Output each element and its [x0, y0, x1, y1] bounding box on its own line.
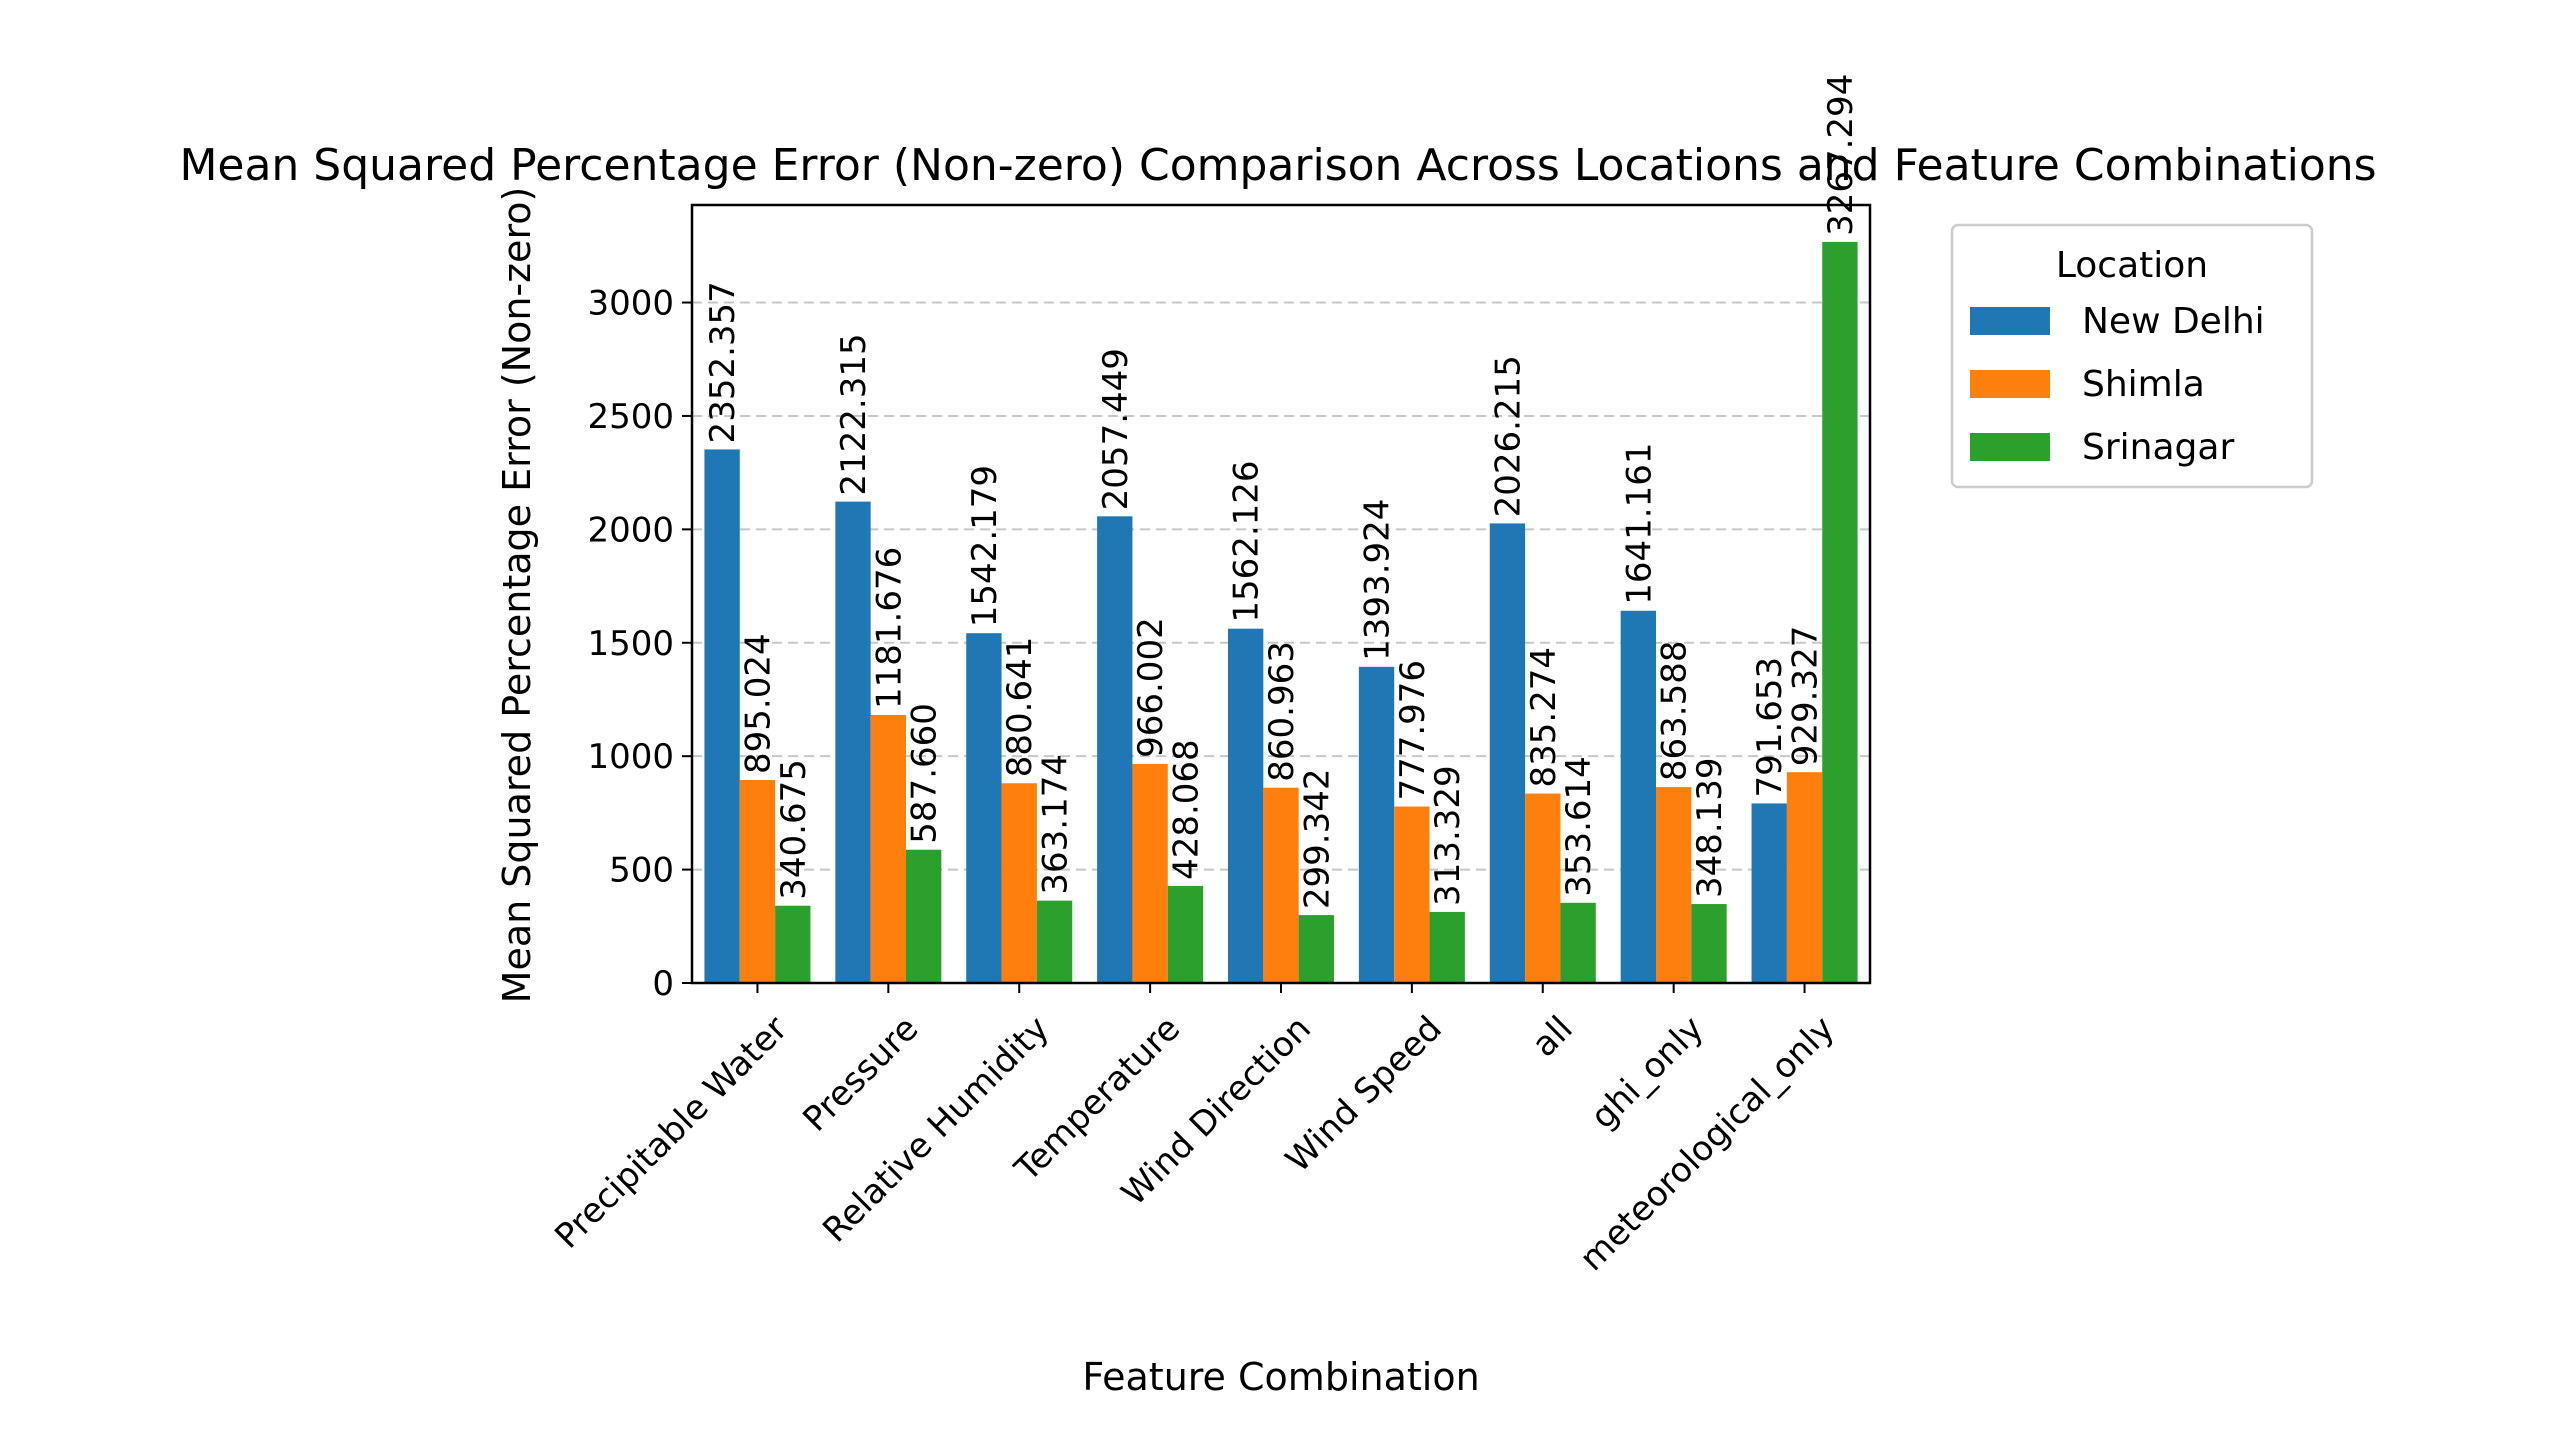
bar-srinagar — [1298, 915, 1335, 983]
x-tick-label: Precipitable Water — [547, 1009, 795, 1257]
bar-value-label: 1542.179 — [965, 465, 1005, 627]
bar-srinagar — [1036, 900, 1073, 983]
bar-value-label: 929.327 — [1786, 626, 1826, 767]
bar-value-label: 2122.315 — [834, 333, 874, 495]
legend-label: Srinagar — [2082, 427, 2234, 468]
bar-new-delhi — [1358, 666, 1395, 983]
y-axis: 0 500 1000 1500 2000 2500 3000 — [587, 284, 692, 1004]
bar-shimla — [1263, 787, 1299, 983]
bar-shimla — [1786, 772, 1823, 983]
y-tick-label: 3000 — [587, 284, 674, 324]
bar-value-label: 587.660 — [905, 703, 945, 844]
bar-srinagar — [1560, 902, 1596, 983]
bar-value-label: 966.002 — [1131, 617, 1171, 758]
chart-title: Mean Squared Percentage Error (Non-zero)… — [179, 140, 2376, 191]
bar-shimla — [1132, 763, 1168, 983]
bar-shimla — [870, 714, 907, 983]
legend-swatch — [1970, 307, 2050, 335]
bar-value-label: 863.588 — [1655, 641, 1695, 782]
legend-label: Shimla — [2082, 364, 2205, 405]
bar-labels: 2352.357 2122.315 1542.179 2057.449 1562.126… — [703, 74, 1861, 909]
bar-srinagar — [1429, 911, 1465, 983]
legend-box — [1950, 223, 2314, 489]
bar-new-delhi — [966, 633, 1002, 983]
bar-new-delhi — [835, 501, 871, 983]
bar-srinagar — [1167, 885, 1204, 983]
bar-value-label: 353.614 — [1559, 756, 1599, 897]
bar-value-label: 1181.676 — [869, 547, 909, 709]
bar-value-label: 791.653 — [1750, 657, 1790, 798]
bar-shimla — [1001, 783, 1037, 983]
y-tick-label: 1000 — [587, 737, 674, 777]
bar-new-delhi — [1227, 628, 1264, 983]
bar-value-label: 2026.215 — [1488, 355, 1528, 517]
bar-value-label: 835.274 — [1524, 647, 1564, 788]
bar-srinagar — [1822, 241, 1858, 983]
bar-value-label: 348.139 — [1690, 757, 1730, 898]
bar-shimla — [1525, 793, 1561, 983]
y-tick-label: 500 — [609, 851, 674, 891]
bar-value-label: 1641.161 — [1619, 443, 1659, 605]
bar-value-label: 2057.449 — [1096, 348, 1136, 510]
bar-shimla — [739, 779, 776, 983]
legend-label: New Delhi — [2082, 301, 2265, 342]
y-axis-label: Mean Squared Percentage Error (Non-zero) — [495, 187, 539, 1004]
bar-value-label: 860.963 — [1262, 641, 1302, 782]
y-tick-label: 0 — [652, 964, 674, 1004]
bar-value-label: 340.675 — [774, 759, 814, 900]
legend-swatch — [1970, 370, 2050, 398]
bar-value-label: 428.068 — [1166, 739, 1206, 880]
bar-value-label: 1393.924 — [1358, 499, 1398, 661]
legend: Location New Delhi Shimla Srinagar — [1950, 223, 2314, 489]
bar-value-label: 313.329 — [1428, 765, 1468, 906]
x-tick-label: Relative Humidity — [815, 1009, 1057, 1251]
legend-title: Location — [2056, 245, 2208, 286]
bar-new-delhi — [1097, 516, 1133, 983]
x-tick-label: ghi_only — [1583, 1009, 1711, 1137]
bar-srinagar — [775, 905, 811, 983]
x-tick-label: Pressure — [795, 1009, 926, 1140]
x-tick-label: all — [1524, 1009, 1580, 1065]
x-tick-label: meteorological_only — [1572, 1009, 1842, 1279]
y-tick-label: 2500 — [587, 397, 674, 437]
bar-value-label: 880.641 — [1000, 637, 1040, 778]
bar-new-delhi — [704, 449, 740, 983]
bar-value-label: 895.024 — [738, 633, 778, 774]
bar-value-label: 299.342 — [1297, 768, 1337, 909]
bar-new-delhi — [1751, 803, 1787, 983]
bar-shimla — [1655, 787, 1692, 983]
bar-shimla — [1394, 806, 1430, 983]
bar-value-label: 3267.294 — [1821, 74, 1861, 236]
bars — [704, 241, 1858, 983]
bar-value-label: 1562.126 — [1227, 460, 1267, 622]
bar-value-label: 363.174 — [1036, 754, 1076, 895]
bar-srinagar — [1691, 904, 1727, 983]
bar-srinagar — [906, 849, 942, 983]
y-tick-label: 2000 — [587, 510, 674, 550]
legend-swatch — [1970, 433, 2050, 461]
y-tick-label: 1500 — [587, 624, 674, 664]
bar-new-delhi — [1620, 610, 1656, 983]
bar-value-label: 777.976 — [1393, 660, 1433, 801]
x-axis-label: Feature Combination — [1082, 1355, 1479, 1399]
bar-new-delhi — [1489, 523, 1526, 983]
bar-value-label: 2352.357 — [703, 281, 743, 443]
